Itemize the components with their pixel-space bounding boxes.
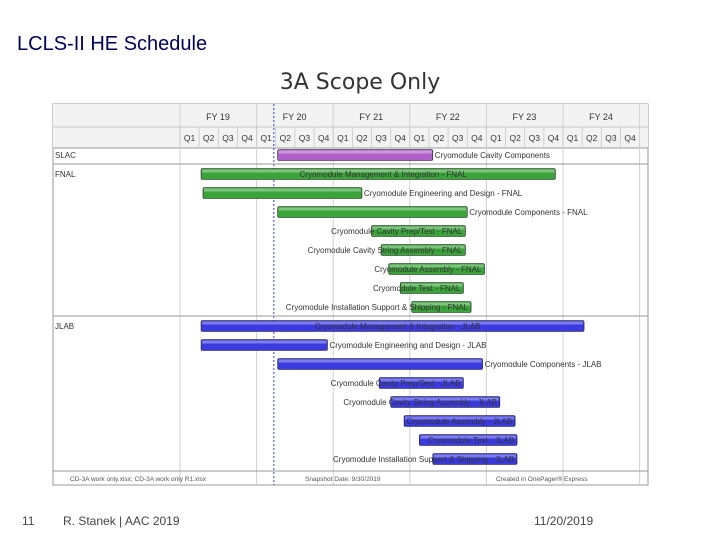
footer-author: R. Stanek | AAC 2019 [63, 514, 180, 528]
task-bar [378, 377, 464, 389]
task-label: Cryomodule Cavity String Assembly - JLAB [343, 398, 496, 407]
quarter-label: Q1 [414, 133, 426, 143]
task-label: Cryomodule Management & Integration - JL… [315, 322, 481, 331]
quarter-label: Q3 [299, 133, 311, 143]
chart-footer-created: Created in OnePager® Express [496, 475, 588, 483]
task-bar-highlight [389, 264, 484, 268]
chart-frame [52, 103, 649, 486]
task-bar [380, 244, 466, 256]
task-bar-highlight [278, 207, 467, 211]
quarter-label: Q1 [567, 133, 579, 143]
task-label: Cryomodule Test - FNAL [373, 284, 461, 293]
quarter-label: Q4 [241, 133, 253, 143]
task-label: Cryomodule Components - FNAL [469, 208, 588, 217]
task-bar-highlight [405, 416, 515, 420]
group-label: SLAC [55, 151, 76, 160]
task-bar [371, 225, 466, 237]
quarter-label: Q2 [586, 133, 598, 143]
chart-footer-snapshot: Snapshot Date: 9/30/2019 [305, 476, 381, 483]
quarter-label: Q3 [452, 133, 464, 143]
task-bar-highlight [202, 169, 555, 173]
quarter-label: Q1 [184, 133, 196, 143]
task-bar-highlight [433, 454, 517, 458]
page-number: 11 [22, 514, 35, 528]
header-band [53, 104, 648, 148]
task-bar-highlight [372, 226, 465, 230]
task-bar [390, 396, 501, 408]
task-bar-highlight [380, 378, 463, 382]
quarter-label: Q3 [222, 133, 234, 143]
quarter-label: Q4 [548, 133, 560, 143]
task-label: Cryomodule Assembly - JLAB [406, 417, 512, 426]
fy-label: FY 24 [589, 112, 613, 122]
task-bar-highlight [412, 302, 471, 306]
task-bar [403, 415, 516, 427]
task-label: Cryomodule Cavity Prep/Test - JLAB [331, 379, 461, 388]
fy-label: FY 20 [283, 112, 307, 122]
fy-label: FY 19 [206, 112, 230, 122]
task-label: Cryomodule Components - JLAB [485, 360, 602, 369]
fy-label: FY 23 [512, 112, 536, 122]
quarter-label: Q2 [203, 133, 215, 143]
task-bar [277, 149, 434, 161]
task-label: Cryomodule Engineering and Design - FNAL [364, 189, 523, 198]
group-label: FNAL [55, 170, 76, 179]
quarter-label: Q2 [509, 133, 521, 143]
task-bar [200, 320, 585, 332]
task-bar [411, 301, 472, 313]
task-bar-highlight [203, 188, 361, 192]
task-label: Cryomodule Management & Integration - FN… [300, 170, 468, 179]
task-bar [432, 453, 518, 465]
task-bar-highlight [391, 397, 499, 401]
task-label: Cryomodule Test - JLAB [428, 436, 514, 445]
quarter-label: Q2 [356, 133, 368, 143]
task-bar-highlight [401, 283, 463, 287]
fy-label: FY 21 [359, 112, 383, 122]
quarter-label: Q2 [280, 133, 292, 143]
quarter-label: Q4 [624, 133, 636, 143]
quarter-label: Q3 [375, 133, 387, 143]
task-bar-highlight [278, 150, 432, 154]
footer-date: 11/20/2019 [534, 514, 594, 528]
quarter-label: Q4 [318, 133, 330, 143]
quarter-label: Q1 [261, 133, 273, 143]
fy-label: FY 22 [436, 112, 460, 122]
quarter-label: Q3 [529, 133, 541, 143]
task-bar-highlight [382, 245, 465, 249]
task-label: Cryomodule Engineering and Design - JLAB [329, 341, 486, 350]
task-bar-highlight [420, 435, 517, 439]
task-bar [399, 282, 464, 294]
task-label: Cryomodule Cavity Prep/Test - FNAL [331, 227, 463, 236]
chart-title: 3A Scope Only [279, 70, 441, 95]
task-bar-highlight [278, 359, 482, 363]
task-bar [277, 206, 468, 218]
task-bar [202, 187, 363, 199]
quarter-label: Q4 [471, 133, 483, 143]
task-label: Cryomodule Installation Support & Shippi… [333, 455, 514, 464]
task-bar [419, 434, 518, 446]
quarter-label: Q1 [490, 133, 502, 143]
quarter-label: Q2 [433, 133, 445, 143]
task-bar [200, 168, 556, 180]
task-bar-highlight [202, 340, 327, 344]
task-bar-highlight [202, 321, 584, 325]
task-label: Cryomodule Installation Support & Shippi… [286, 303, 469, 312]
quarter-label: Q1 [337, 133, 349, 143]
task-label: Cryomodule Cavity Components [435, 151, 550, 160]
task-label: Cryomodule Cavity String Assembly - FNAL [308, 246, 463, 255]
quarter-label: Q4 [395, 133, 407, 143]
task-bar [277, 358, 483, 370]
chart-footer-files: CD-3A work only.xlsx; CD-3A work only R1… [70, 476, 207, 483]
task-label: Cryomodule Assembly - FNAL [374, 265, 482, 274]
slide-title: LCLS-II HE Schedule [17, 33, 208, 55]
task-bar [388, 263, 485, 275]
quarter-label: Q3 [605, 133, 617, 143]
task-bar [200, 339, 328, 351]
group-label: JLAB [55, 322, 74, 331]
